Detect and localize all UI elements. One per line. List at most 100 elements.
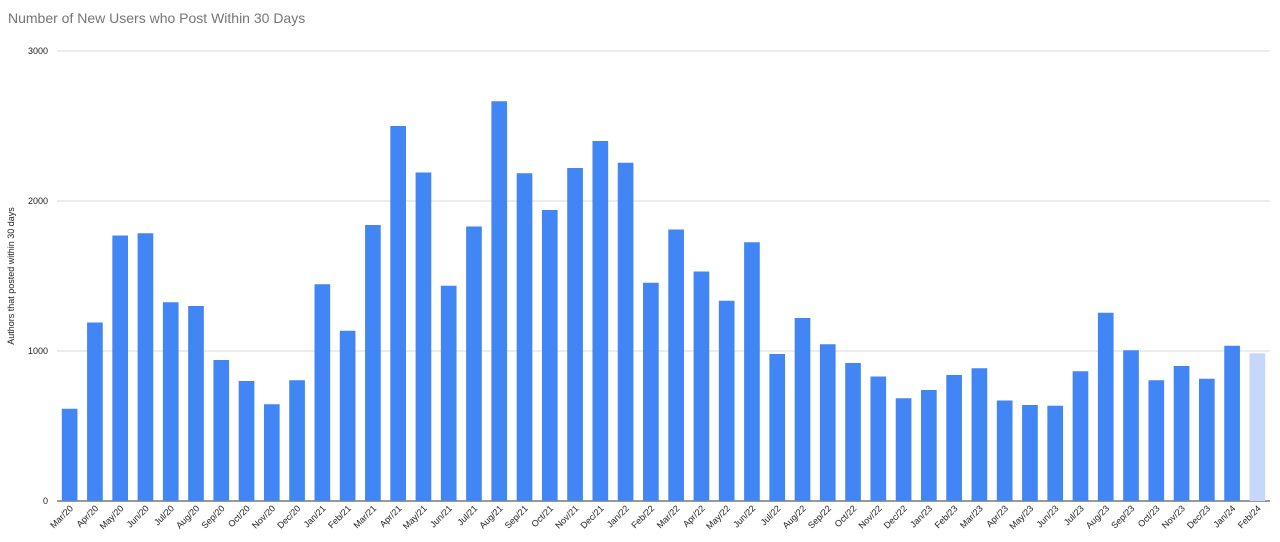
y-tick-label: 3000 [28, 46, 48, 56]
bar-dec-21[interactable] [592, 141, 609, 501]
bar-aug-23[interactable] [1097, 312, 1114, 501]
bar-mar-21[interactable] [365, 225, 381, 501]
bar-jan-22[interactable] [617, 162, 634, 501]
x-tick-label: Dec/23 [1185, 503, 1212, 530]
bars [61, 101, 1266, 502]
x-tick-label: Apr/21 [378, 503, 404, 529]
x-tick-label: Feb/24 [1236, 503, 1263, 530]
bar-dec-20[interactable] [289, 380, 305, 501]
bar-feb-22[interactable] [643, 282, 659, 501]
bar-dec-23[interactable] [1198, 378, 1215, 501]
bar-jul-20[interactable] [162, 302, 179, 501]
bar-jul-22[interactable] [769, 354, 786, 501]
bar-apr-23[interactable] [996, 400, 1013, 502]
x-tick-label: Mar/21 [351, 503, 378, 530]
x-tick-label: Feb/21 [326, 503, 353, 530]
bar-mar-20[interactable] [61, 408, 78, 501]
x-tick-label: Jan/21 [302, 503, 328, 529]
x-tick-label: Jun/22 [731, 503, 757, 529]
bar-jul-23[interactable] [1072, 371, 1089, 501]
bar-may-21[interactable] [415, 172, 432, 502]
x-tick-label: Aug/22 [781, 503, 808, 530]
x-tick-label: Mar/20 [48, 503, 75, 530]
x-tick-label: Sep/23 [1109, 503, 1136, 530]
x-tick-label: Jul/23 [1062, 503, 1086, 527]
y-axis-label: Authors that posted within 30 days [6, 207, 16, 345]
y-tick-label: 1000 [28, 346, 48, 356]
grid-lines [57, 50, 1270, 502]
y-axis-ticks: 0 1000 2000 3000 [28, 46, 48, 506]
x-tick-label: Sep/22 [806, 503, 833, 530]
x-tick-label: May/22 [704, 503, 732, 531]
x-tick-label: Jan/24 [1211, 503, 1237, 529]
bar-oct-22[interactable] [845, 363, 861, 501]
bar-jun-23[interactable] [1047, 405, 1064, 501]
x-tick-label: May/23 [1007, 503, 1035, 531]
bar-aug-20[interactable] [188, 306, 204, 501]
bar-jan-21[interactable] [314, 284, 331, 501]
x-tick-label: Oct/23 [1136, 503, 1162, 529]
bar-feb-23[interactable] [946, 375, 962, 501]
x-tick-label: Dec/22 [882, 503, 909, 530]
bar-aug-22[interactable] [794, 318, 811, 501]
bar-sep-22[interactable] [819, 344, 836, 501]
bar-sep-20[interactable] [213, 360, 230, 501]
bar-oct-21[interactable] [541, 210, 558, 501]
x-tick-label: Jun/23 [1034, 503, 1060, 529]
x-tick-label: Mar/23 [958, 503, 985, 530]
bar-sep-23[interactable] [1123, 350, 1139, 501]
bar-dec-22[interactable] [895, 398, 912, 501]
bar-mar-23[interactable] [971, 368, 988, 501]
bar-nov-21[interactable] [567, 168, 583, 501]
x-tick-label: Jun/21 [428, 503, 454, 529]
bar-jan-23[interactable] [921, 390, 937, 501]
x-tick-label: May/20 [98, 503, 126, 531]
x-tick-label: Aug/23 [1084, 503, 1111, 530]
x-tick-label: Apr/23 [984, 503, 1010, 529]
x-tick-label: Oct/20 [226, 503, 252, 529]
y-tick-label: 2000 [28, 196, 48, 206]
bar-jun-22[interactable] [744, 242, 760, 501]
x-tick-label: Aug/21 [477, 503, 504, 530]
x-tick-label: Sep/21 [503, 503, 530, 530]
bar-apr-20[interactable] [87, 322, 103, 502]
bar-sep-21[interactable] [516, 173, 533, 501]
x-tick-label: Oct/22 [833, 503, 859, 529]
bar-may-20[interactable] [112, 235, 129, 502]
bar-apr-21[interactable] [390, 126, 406, 501]
bar-oct-20[interactable] [238, 381, 255, 501]
y-tick-label: 0 [43, 496, 48, 506]
x-tick-label: Jan/22 [605, 503, 631, 529]
bar-jun-20[interactable] [137, 233, 154, 501]
x-tick-label: Jul/21 [455, 503, 479, 527]
x-tick-label: Dec/21 [578, 503, 605, 530]
bar-nov-22[interactable] [870, 376, 887, 502]
x-tick-label: Jul/20 [152, 503, 176, 527]
bar-feb-24[interactable] [1249, 353, 1266, 501]
x-tick-label: Nov/23 [1160, 503, 1187, 530]
bar-nov-20[interactable] [263, 404, 280, 501]
x-tick-label: Feb/23 [933, 503, 960, 530]
x-tick-label: Dec/20 [275, 503, 302, 530]
x-tick-label: May/21 [401, 503, 429, 531]
bar-mar-22[interactable] [668, 229, 684, 502]
bar-jul-21[interactable] [466, 226, 482, 502]
x-tick-label: Nov/22 [856, 503, 883, 530]
x-tick-label: Apr/20 [74, 503, 100, 529]
x-tick-label: Aug/20 [174, 503, 201, 530]
bar-aug-21[interactable] [491, 101, 508, 501]
x-tick-label: Nov/21 [553, 503, 580, 530]
bar-jan-24[interactable] [1224, 345, 1240, 501]
x-tick-label: Mar/22 [655, 503, 682, 530]
x-tick-label: Sep/20 [199, 503, 226, 530]
bar-feb-21[interactable] [339, 330, 356, 501]
bar-may-23[interactable] [1022, 405, 1038, 501]
bar-oct-23[interactable] [1148, 380, 1165, 501]
bar-apr-22[interactable] [693, 271, 710, 502]
bar-jun-21[interactable] [440, 285, 457, 501]
x-tick-label: Feb/22 [629, 503, 656, 530]
bar-may-22[interactable] [718, 300, 735, 501]
bar-nov-23[interactable] [1173, 366, 1190, 501]
